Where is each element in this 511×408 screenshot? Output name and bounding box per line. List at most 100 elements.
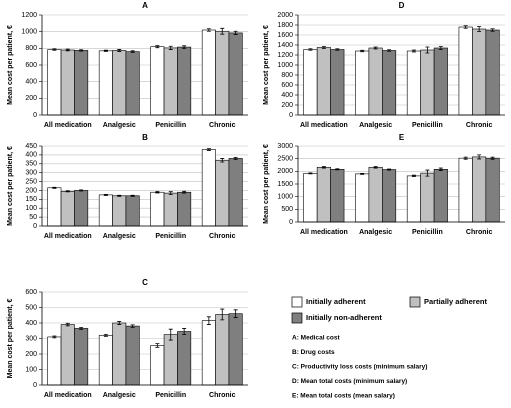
bar (74, 328, 89, 386)
error-bar (182, 45, 187, 49)
y-tick-label: 1000 (277, 62, 293, 69)
legend-label: Initially non-adherent (306, 313, 382, 322)
y-tick-label: 2000 (277, 12, 293, 19)
x-tick-label: All medication (300, 122, 348, 129)
y-tick-label: 3000 (277, 143, 293, 150)
bar (60, 324, 75, 386)
x-tick-label: Chronic (209, 122, 236, 129)
x-tick-label: Chronic (466, 122, 493, 129)
y-tick-label: 100 (25, 366, 37, 373)
y-axis-label: Mean cost per patient, € (263, 25, 270, 105)
y-tick-label: 250 (25, 178, 37, 185)
error-bar (130, 194, 135, 197)
error-bar (155, 45, 160, 49)
legend-swatch (291, 296, 303, 308)
bar (163, 334, 178, 386)
error-bar (321, 166, 326, 169)
x-tick-label: All medication (44, 122, 92, 129)
error-bar (182, 328, 187, 336)
bar (60, 49, 75, 116)
error-bar (490, 28, 495, 32)
error-bar (463, 156, 468, 160)
y-tick-label: 2000 (277, 168, 293, 175)
y-tick-label: 200 (25, 187, 37, 194)
error-bar (103, 49, 108, 52)
bar (74, 190, 89, 227)
bar (215, 314, 230, 386)
error-bar (79, 49, 84, 52)
y-tick-label: 600 (281, 82, 293, 89)
x-tick-label: Analgesic (359, 122, 392, 129)
bar (458, 157, 473, 223)
bar (112, 322, 127, 386)
y-tick-label: 1200 (277, 52, 293, 59)
x-tick-label: Analgesic (359, 229, 392, 236)
bar (201, 320, 216, 386)
x-tick-label: Penicillin (155, 122, 186, 129)
error-bar (308, 48, 313, 51)
legend-label: Initially adherent (306, 297, 366, 306)
bar (472, 28, 487, 116)
bar (201, 29, 216, 116)
bar (74, 50, 89, 116)
x-tick-label: Analgesic (103, 392, 136, 399)
bar (303, 173, 318, 223)
y-tick-label: 400 (281, 92, 293, 99)
x-tick-label: Chronic (466, 229, 493, 236)
y-tick-label: 1200 (21, 12, 37, 19)
x-tick-label: Penicillin (412, 229, 443, 236)
bar (406, 175, 421, 223)
bar (316, 166, 331, 223)
legend-note: A: Medical cost (292, 335, 341, 342)
bar (458, 26, 473, 116)
error-bar (220, 27, 225, 35)
error-bar (411, 49, 416, 53)
bar (485, 157, 500, 223)
y-tick-label: 800 (281, 72, 293, 79)
legend-label: Partially adherent (424, 297, 487, 306)
legend-swatch (409, 296, 421, 308)
error-bar (373, 46, 378, 50)
error-bar (425, 46, 430, 54)
error-bar (335, 48, 340, 51)
error-bar (155, 343, 160, 348)
bar (60, 191, 75, 227)
x-tick-label: Penicillin (412, 122, 443, 129)
chart-title: D (399, 1, 405, 10)
y-tick-label: 1000 (277, 194, 293, 201)
error-bar (168, 45, 173, 50)
x-tick-label: Penicillin (155, 233, 186, 240)
bar (316, 47, 331, 116)
error-bar (52, 335, 57, 339)
error-bar (117, 49, 122, 52)
error-bar (182, 190, 187, 194)
error-bar (233, 156, 238, 160)
bar (433, 169, 448, 223)
error-bar (103, 334, 108, 337)
bar (98, 335, 113, 386)
bar (406, 50, 421, 116)
y-tick-label: 0 (33, 382, 37, 389)
x-tick-label: Penicillin (155, 392, 186, 399)
error-bar (168, 328, 173, 341)
y-tick-label: 350 (25, 161, 37, 168)
bar (330, 169, 345, 223)
error-bar (206, 28, 211, 32)
bar (368, 47, 383, 116)
y-tick-label: 200 (25, 351, 37, 358)
x-tick-label: All medication (44, 233, 92, 240)
legend-note: C: Productivity loss costs (minimum sala… (292, 364, 427, 371)
error-bar (79, 189, 84, 192)
error-bar (438, 46, 443, 50)
bar (420, 172, 435, 223)
y-tick-label: 1500 (277, 181, 293, 188)
error-bar (155, 191, 160, 194)
error-bar (206, 316, 211, 325)
bar (163, 192, 178, 227)
legend-swatch (291, 312, 303, 324)
error-bar (308, 172, 313, 175)
y-tick-label: 1800 (277, 22, 293, 29)
y-tick-label: 450 (25, 143, 37, 150)
bar (215, 30, 230, 116)
error-bar (360, 49, 365, 53)
